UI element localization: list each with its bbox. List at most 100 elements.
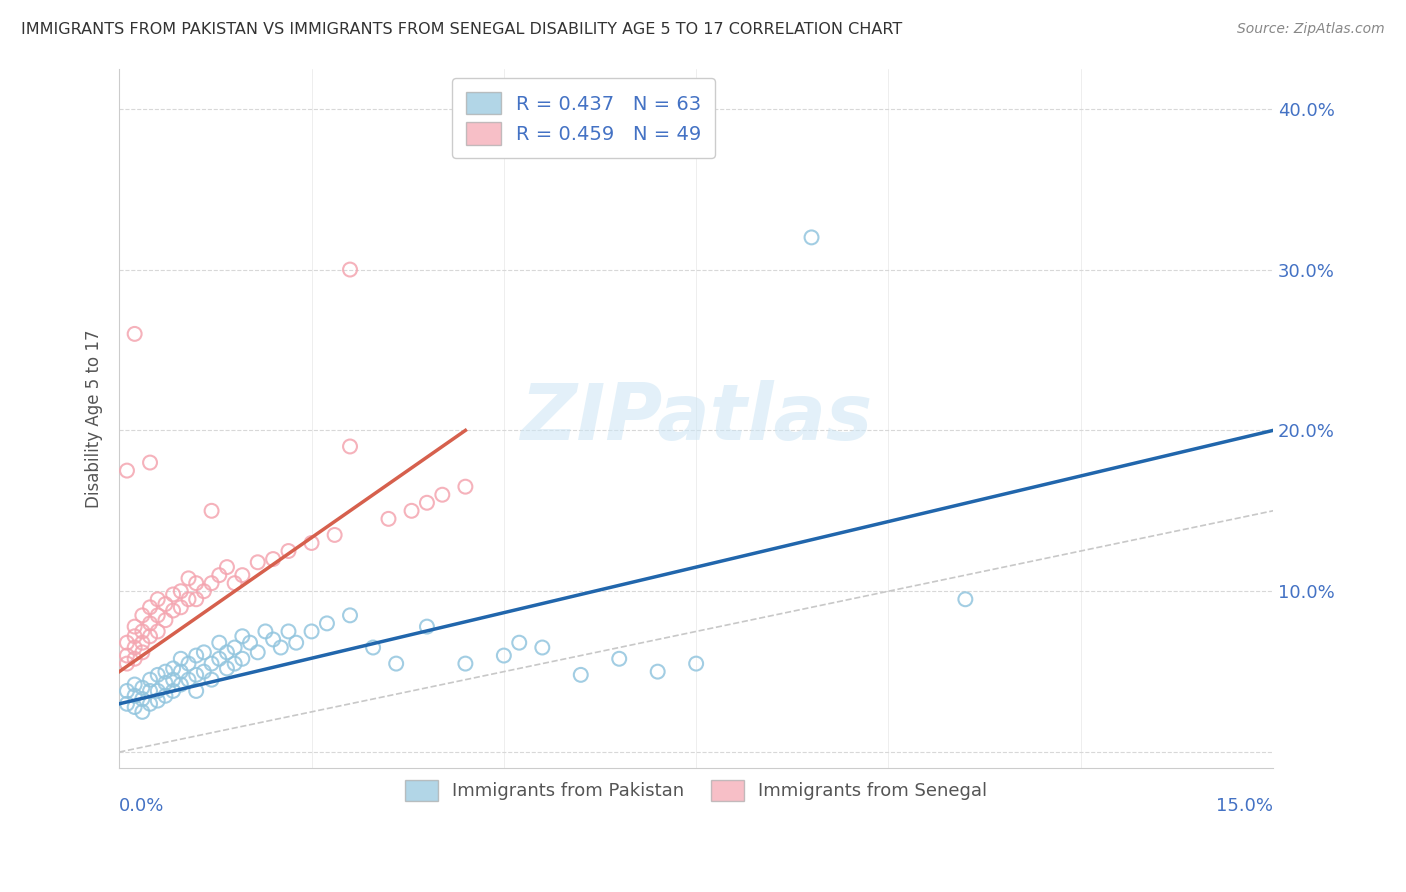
Point — [131, 608, 153, 623]
Point — [170, 665, 193, 679]
Point — [124, 326, 146, 341]
Point — [170, 584, 193, 599]
Point — [224, 576, 246, 591]
Point — [231, 629, 253, 643]
Point — [124, 652, 146, 666]
Point — [301, 536, 323, 550]
Point — [432, 488, 454, 502]
Point — [246, 555, 269, 569]
Point — [208, 636, 231, 650]
Text: Source: ZipAtlas.com: Source: ZipAtlas.com — [1237, 22, 1385, 37]
Point — [131, 624, 153, 639]
Point — [416, 496, 439, 510]
Text: 0.0%: 0.0% — [120, 797, 165, 815]
Point — [416, 619, 439, 633]
Point — [685, 657, 707, 671]
Point — [200, 673, 222, 687]
Point — [177, 673, 200, 687]
Point — [215, 645, 238, 659]
Point — [231, 652, 253, 666]
Point — [131, 681, 153, 695]
Point — [531, 640, 554, 655]
Point — [277, 544, 299, 558]
Point — [607, 652, 630, 666]
Point — [454, 480, 477, 494]
Point — [339, 608, 361, 623]
Point — [124, 640, 146, 655]
Point — [186, 684, 208, 698]
Point — [146, 592, 169, 607]
Point — [139, 629, 162, 643]
Point — [339, 440, 361, 454]
Point — [139, 456, 162, 470]
Point — [162, 587, 184, 601]
Text: ZIPatlas: ZIPatlas — [520, 380, 872, 457]
Point — [215, 560, 238, 574]
Y-axis label: Disability Age 5 to 17: Disability Age 5 to 17 — [86, 329, 103, 508]
Point — [155, 676, 177, 690]
Point — [170, 677, 193, 691]
Point — [200, 504, 222, 518]
Point — [124, 700, 146, 714]
Point — [186, 648, 208, 663]
Point — [146, 608, 169, 623]
Text: IMMIGRANTS FROM PAKISTAN VS IMMIGRANTS FROM SENEGAL DISABILITY AGE 5 TO 17 CORRE: IMMIGRANTS FROM PAKISTAN VS IMMIGRANTS F… — [21, 22, 903, 37]
Point — [162, 661, 184, 675]
Point — [254, 624, 277, 639]
Point — [162, 684, 184, 698]
Point — [277, 624, 299, 639]
Point — [162, 673, 184, 687]
Point — [177, 592, 200, 607]
Point — [131, 645, 153, 659]
Point — [139, 684, 162, 698]
Point — [115, 648, 138, 663]
Point — [170, 652, 193, 666]
Point — [193, 665, 215, 679]
Point — [955, 592, 977, 607]
Point — [301, 624, 323, 639]
Point — [361, 640, 384, 655]
Point — [262, 632, 284, 647]
Point — [316, 616, 339, 631]
Point — [508, 636, 530, 650]
Point — [193, 645, 215, 659]
Point — [377, 512, 399, 526]
Point — [200, 657, 222, 671]
Point — [124, 677, 146, 691]
Point — [246, 645, 269, 659]
Point — [200, 576, 222, 591]
Point — [800, 230, 823, 244]
Point — [124, 629, 146, 643]
Point — [224, 657, 246, 671]
Point — [270, 640, 292, 655]
Point — [139, 697, 162, 711]
Point — [208, 568, 231, 582]
Point — [647, 665, 669, 679]
Point — [139, 600, 162, 615]
Point — [231, 568, 253, 582]
Point — [115, 657, 138, 671]
Point — [186, 668, 208, 682]
Point — [339, 262, 361, 277]
Point — [146, 624, 169, 639]
Point — [239, 636, 262, 650]
Point — [155, 689, 177, 703]
Point — [177, 571, 200, 585]
Point — [186, 576, 208, 591]
Point — [208, 652, 231, 666]
Point — [186, 592, 208, 607]
Point — [131, 705, 153, 719]
Point — [146, 668, 169, 682]
Point — [115, 464, 138, 478]
Legend: Immigrants from Pakistan, Immigrants from Senegal: Immigrants from Pakistan, Immigrants fro… — [398, 772, 994, 808]
Point — [215, 661, 238, 675]
Point — [323, 528, 346, 542]
Point — [131, 636, 153, 650]
Point — [155, 665, 177, 679]
Point — [115, 684, 138, 698]
Point — [155, 613, 177, 627]
Point — [193, 584, 215, 599]
Point — [454, 657, 477, 671]
Point — [569, 668, 592, 682]
Point — [492, 648, 515, 663]
